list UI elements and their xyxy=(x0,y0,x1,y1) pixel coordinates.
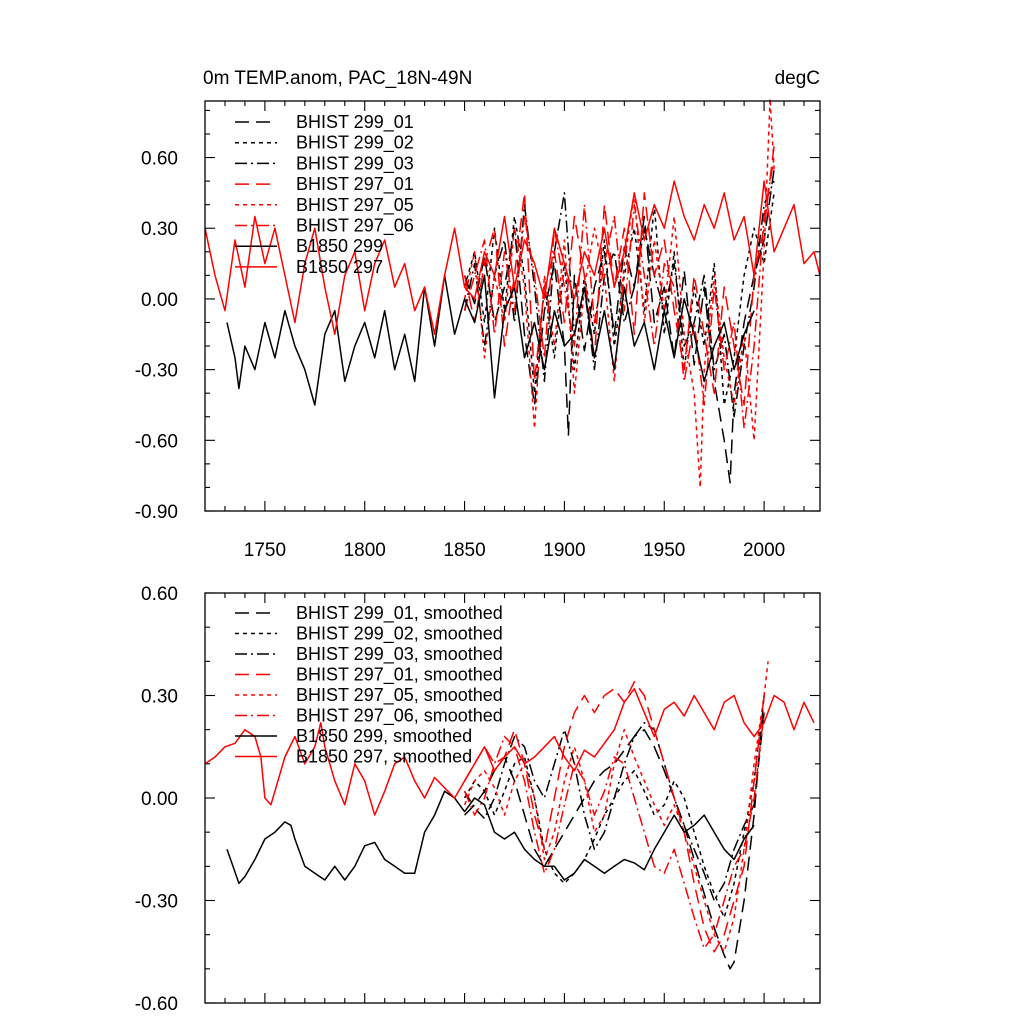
series-line-8 xyxy=(204,687,815,816)
y-tick-label: -0.60 xyxy=(135,994,178,1015)
series-line-7 xyxy=(226,790,755,885)
legend-label: BHIST 299_01 xyxy=(296,112,414,133)
x-tick-label: 1950 xyxy=(643,540,685,561)
x-tick-label: 1800 xyxy=(344,540,386,561)
legend-label: BHIST 297_05, smoothed xyxy=(296,685,503,706)
series-line-8 xyxy=(204,180,821,336)
series-line-3 xyxy=(463,712,765,902)
bottom-panel: 0.60 0.30 0.00 -0.30 -0.60 BHIST 299_01, smo… xyxy=(135,584,821,1015)
bottom-panel-series xyxy=(204,661,815,970)
legend-label: BHIST 299_01, smoothed xyxy=(296,603,503,624)
x-tick-label: 2000 xyxy=(743,540,785,561)
legend-label: BHIST 299_02 xyxy=(296,133,414,154)
y-tick-label: 0.00 xyxy=(141,290,178,311)
y-tick-label: -0.60 xyxy=(135,431,178,452)
top-panel-frame xyxy=(204,100,821,512)
top-panel-units: degC xyxy=(775,68,820,89)
x-tick-label: 1900 xyxy=(543,540,585,561)
y-tick-label: 0.30 xyxy=(141,687,178,708)
series-line-3 xyxy=(463,180,775,418)
legend-label: BHIST 299_02, smoothed xyxy=(296,624,503,645)
legend-label: BHIST 299_03 xyxy=(296,153,414,174)
y-tick-label: 0.60 xyxy=(141,584,178,605)
y-tick-label: -0.30 xyxy=(135,892,178,913)
y-tick-label: -0.30 xyxy=(135,361,178,382)
legend-label: B1850 297 xyxy=(296,257,383,277)
series-line-2 xyxy=(463,192,775,406)
series-line-7 xyxy=(226,274,755,406)
bottom-panel-ticks: 0.60 0.30 0.00 -0.30 -0.60 xyxy=(135,584,820,1015)
top-panel-ticks: 1750 1800 1850 1900 1950 2000 0.60 0.30 0.00 -0.3… xyxy=(135,101,820,561)
series-line-6 xyxy=(463,157,775,430)
top-panel-title: 0m TEMP.anom, PAC_18N-49N xyxy=(203,68,472,89)
legend-label: B1850 299 xyxy=(296,236,383,256)
y-tick-label: 0.60 xyxy=(141,149,178,170)
legend-label: B1850 299, smoothed xyxy=(296,726,472,746)
legend-label: BHIST 297_05 xyxy=(296,195,414,216)
series-line-5 xyxy=(463,661,769,953)
x-tick-label: 1850 xyxy=(443,540,485,561)
legend-label: BHIST 297_06, smoothed xyxy=(296,706,503,727)
series-line-5 xyxy=(463,97,775,489)
legend-label: BHIST 299_03, smoothed xyxy=(296,644,503,665)
top-panel-series xyxy=(204,97,821,489)
bottom-panel-frame xyxy=(204,592,821,1004)
series-line-4 xyxy=(463,145,775,406)
legend-label: BHIST 297_01, smoothed xyxy=(296,665,503,686)
series-line-6 xyxy=(463,712,765,950)
y-tick-label: 0.30 xyxy=(141,219,178,240)
x-tick-label: 1750 xyxy=(244,540,286,561)
series-line-4 xyxy=(463,681,765,953)
y-tick-label: 0.00 xyxy=(141,789,178,810)
top-panel: 0m TEMP.anom, PAC_18N-49N degC 1750 1800 1… xyxy=(135,68,821,561)
legend-label: BHIST 297_01 xyxy=(296,174,414,195)
legend-label: B1850 297, smoothed xyxy=(296,747,472,767)
y-tick-label: -0.90 xyxy=(135,502,178,523)
series-line-1 xyxy=(464,695,765,970)
legend-label: BHIST 297_06 xyxy=(296,216,414,237)
